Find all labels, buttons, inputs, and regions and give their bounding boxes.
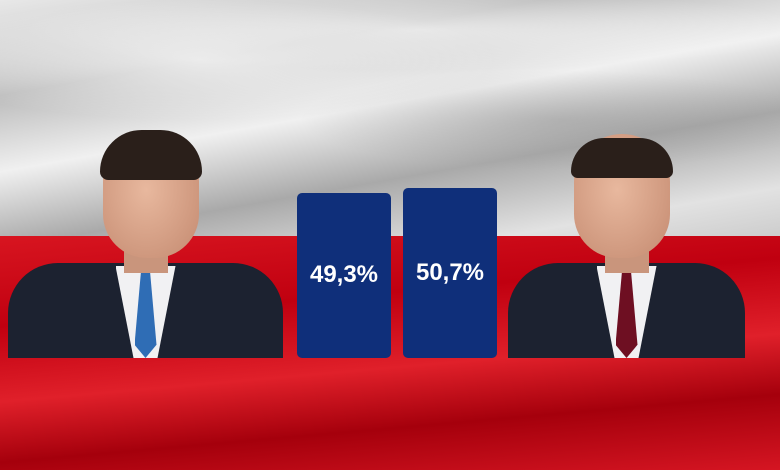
result-bar-right: 50,7% bbox=[403, 188, 497, 358]
hair bbox=[100, 130, 202, 180]
candidate-right-photo bbox=[508, 123, 745, 358]
tie bbox=[134, 270, 157, 358]
bar-label-right: 50,7% bbox=[415, 258, 485, 286]
candidate-left-photo bbox=[8, 123, 283, 358]
result-bar-left: 49,3% bbox=[297, 192, 391, 358]
bar-label-left: 49,3% bbox=[309, 261, 379, 289]
tie bbox=[615, 270, 638, 358]
hair bbox=[570, 138, 673, 178]
